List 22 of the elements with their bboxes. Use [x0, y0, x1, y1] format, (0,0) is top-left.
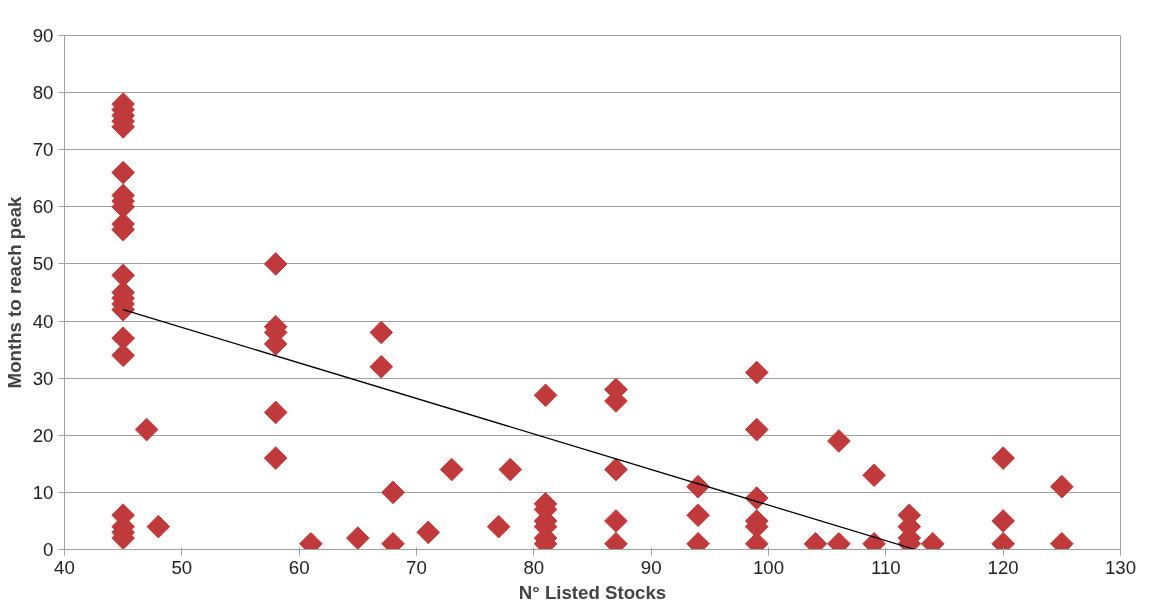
x-tick-label: 110 — [870, 556, 901, 578]
x-axis-title: N° Listed Stocks — [518, 581, 667, 603]
x-tick-label: 80 — [523, 556, 545, 578]
y-tick-label: 40 — [32, 310, 54, 332]
y-tick-label: 90 — [32, 25, 54, 46]
y-tick-label: 10 — [32, 481, 54, 503]
x-tick-label: 70 — [406, 556, 427, 578]
x-tick-label: 130 — [1104, 556, 1137, 578]
y-tick-label: 0 — [43, 539, 54, 560]
y-tick-label: 80 — [32, 82, 54, 104]
x-tick-label: 40 — [54, 556, 75, 578]
y-tick-label: 70 — [32, 139, 54, 161]
y-tick-label: 30 — [32, 367, 54, 389]
y-tick-label: 50 — [32, 253, 54, 275]
x-tick-label: 60 — [288, 556, 310, 578]
y-tick-label: 20 — [32, 424, 54, 446]
y-axis-title: Months to reach peak — [3, 195, 25, 389]
y-tick-label: 60 — [32, 196, 54, 218]
x-tick-label: 120 — [987, 556, 1019, 578]
x-tick-label: 50 — [171, 556, 193, 578]
x-tick-label: 100 — [752, 556, 785, 578]
x-tick-label: 90 — [640, 556, 662, 578]
